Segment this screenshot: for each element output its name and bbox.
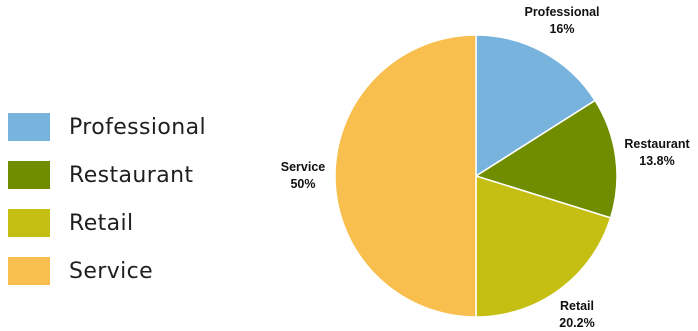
pie-slice-retail [475,174,612,318]
legend-swatch-retail [8,209,50,237]
legend-swatch-service [8,257,50,285]
pie-slice-restaurant [474,99,618,219]
slice-value-retail: 20.2% [559,316,594,330]
legend-item-service: Service [8,247,228,295]
slice-label-service: Service [281,160,326,174]
slice-label-restaurant: Restaurant [624,137,690,151]
legend-item-professional: Professional [8,103,228,151]
legend-label-restaurant: Restaurant [69,162,194,188]
pie-slice-service [334,34,477,318]
legend-item-restaurant: Restaurant [8,151,228,199]
pie-slice-professional [475,34,597,178]
slice-label-retail: Retail [560,299,594,313]
legend-label-professional: Professional [69,114,207,140]
slice-label-professional: Professional [524,5,599,19]
slice-value-service: 50% [290,177,315,191]
legend: Professional Restaurant Retail Service [8,103,228,295]
slice-value-professional: 16% [549,22,574,36]
legend-swatch-professional [8,113,50,141]
legend-label-service: Service [69,258,154,284]
slice-value-restaurant: 13.8% [639,154,674,168]
legend-item-retail: Retail [8,199,228,247]
legend-swatch-restaurant [8,161,50,189]
legend-label-retail: Retail [69,210,134,236]
